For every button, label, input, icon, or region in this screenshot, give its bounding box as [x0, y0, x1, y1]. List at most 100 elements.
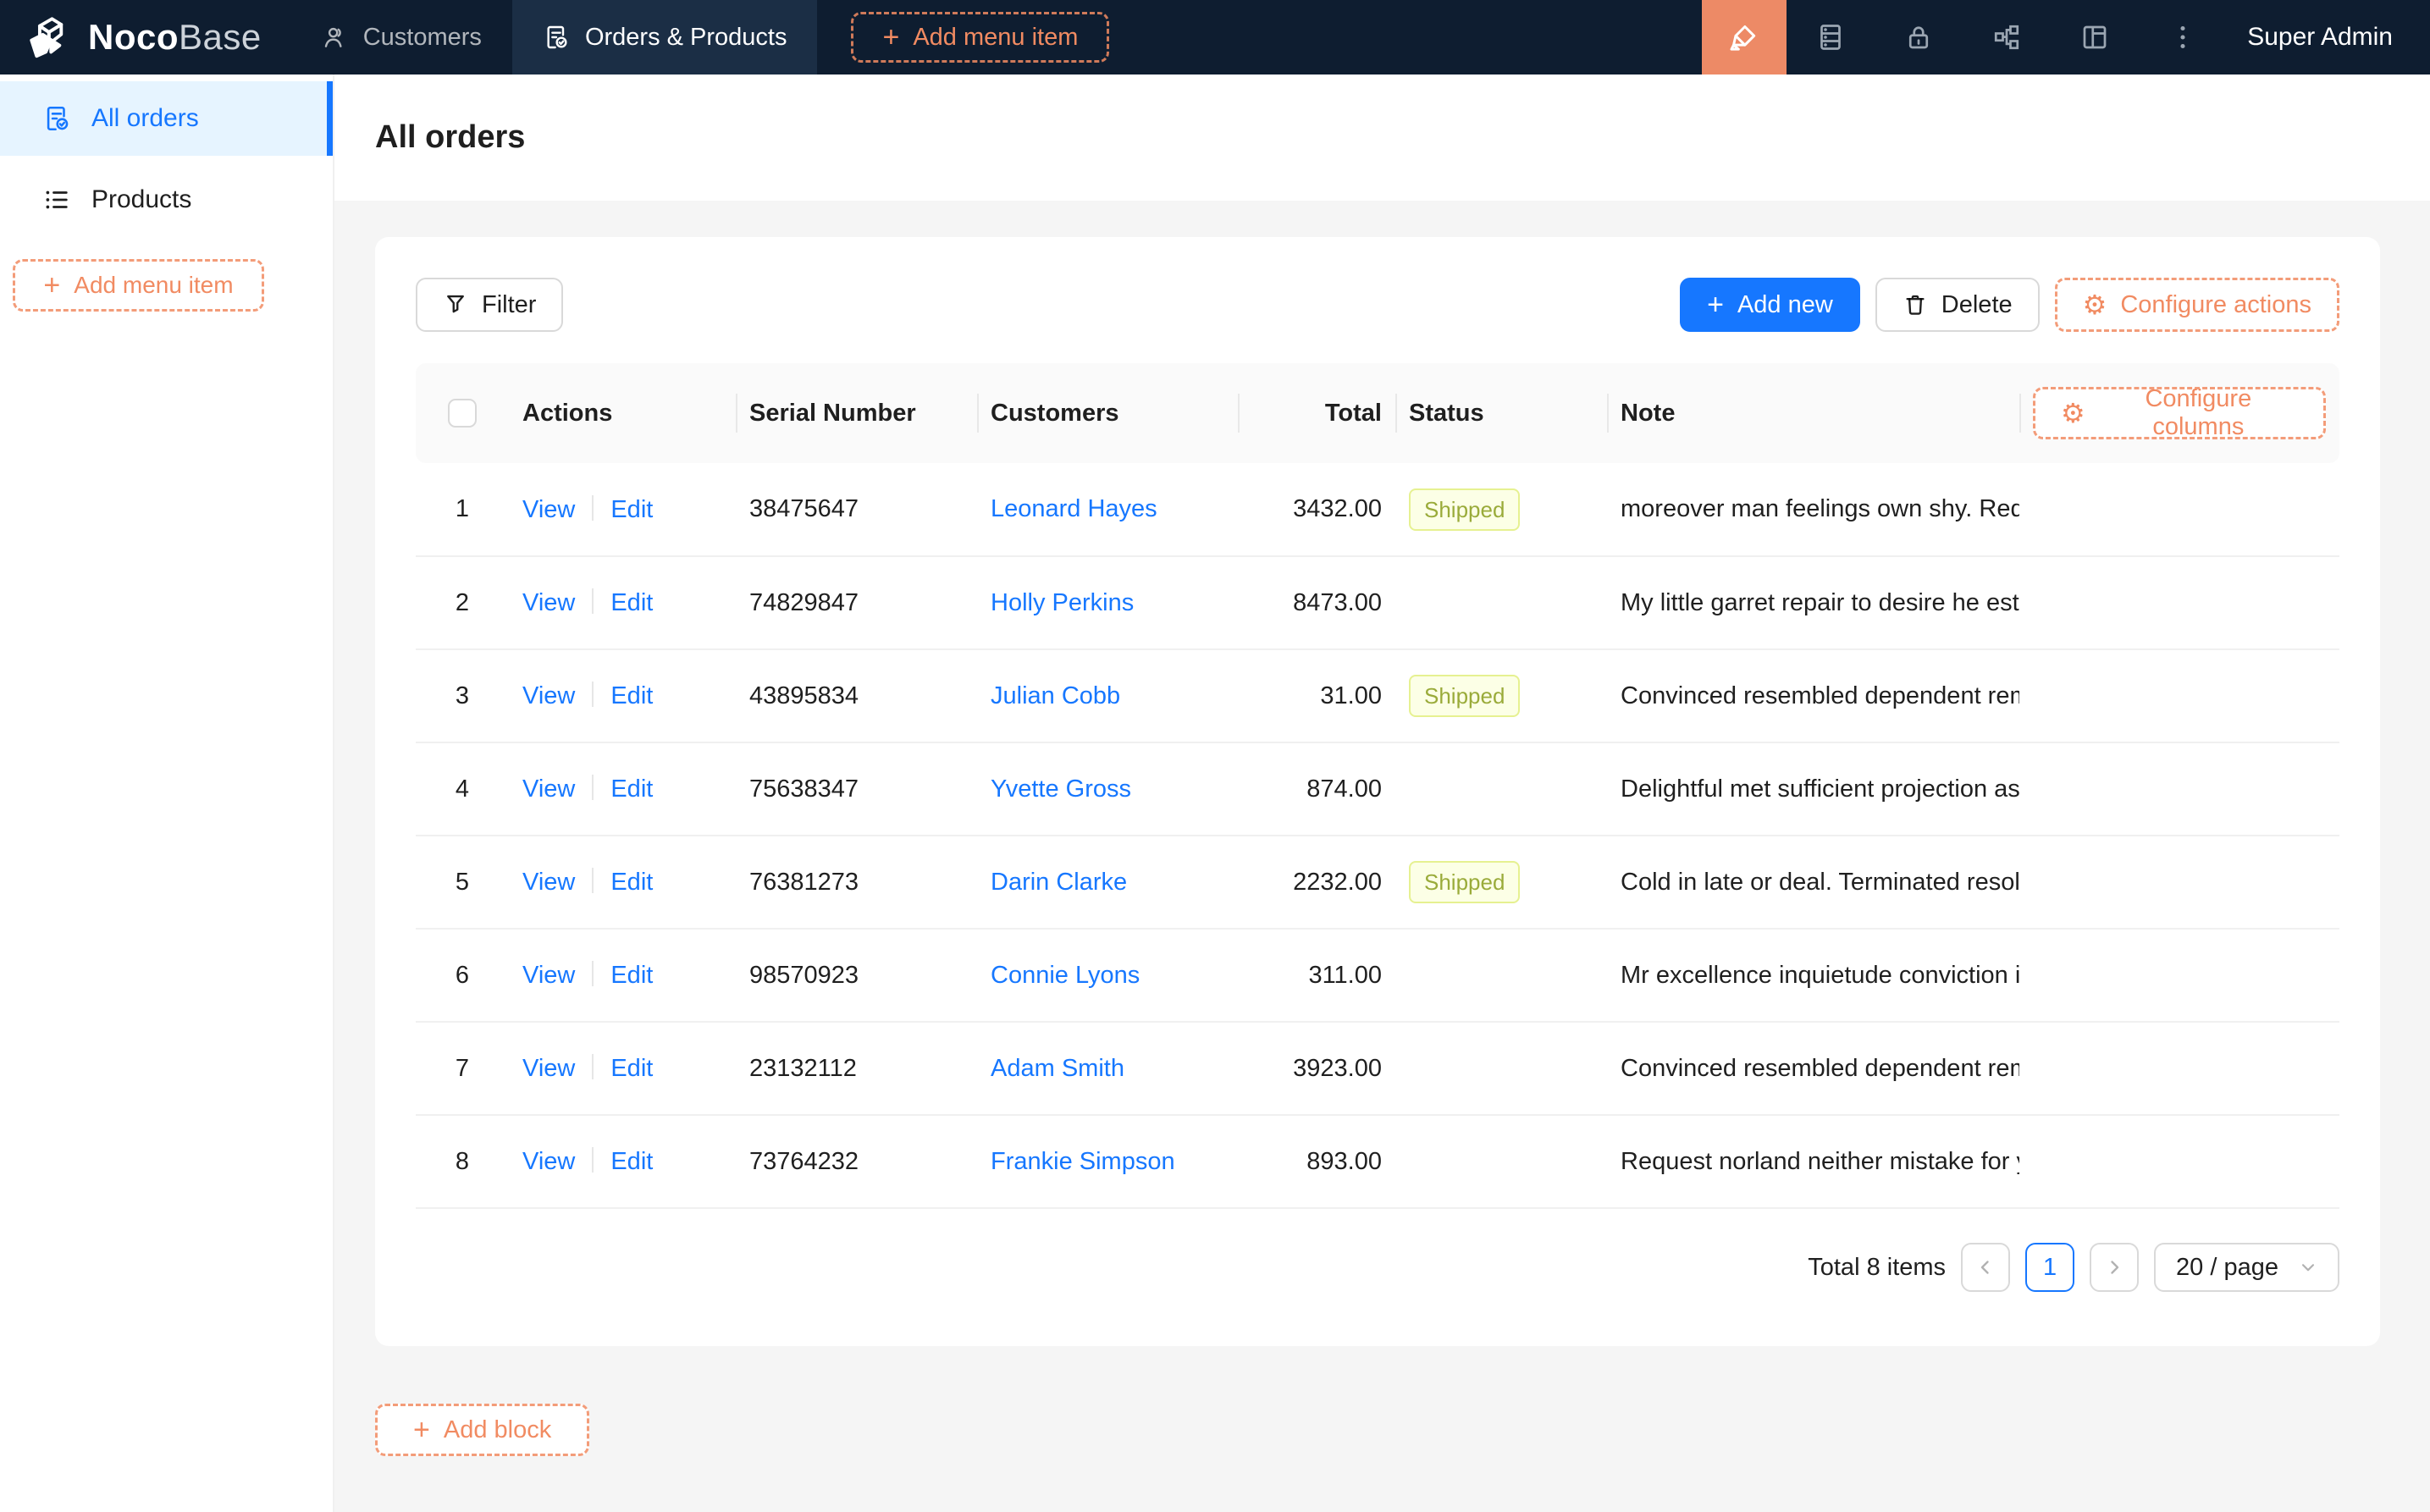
- gear-icon: ⚙: [2082, 290, 2107, 320]
- person-icon: [324, 27, 342, 47]
- row-index: 5: [416, 836, 509, 930]
- nav-tab-customers[interactable]: Customers: [290, 0, 512, 74]
- view-link[interactable]: View: [522, 962, 576, 989]
- edit-link[interactable]: Edit: [610, 869, 654, 896]
- customer-link[interactable]: Adam Smith: [991, 1054, 1124, 1082]
- divider: [592, 1054, 594, 1079]
- plus-icon: +: [882, 21, 900, 53]
- lock-button[interactable]: [1875, 0, 1963, 74]
- orders-table: Actions Serial Number Customers Total St…: [416, 363, 2339, 1209]
- customer-link[interactable]: Connie Lyons: [991, 961, 1140, 989]
- delete-button[interactable]: Delete: [1875, 278, 2040, 332]
- layout-button[interactable]: [2051, 0, 2139, 74]
- divider: [592, 494, 594, 521]
- edit-link[interactable]: Edit: [610, 962, 654, 989]
- configure-actions-button[interactable]: ⚙ Configure actions: [2054, 278, 2339, 332]
- top-nav: NocoBase Customers Orders & Products: [0, 0, 2430, 74]
- view-link[interactable]: View: [522, 1148, 576, 1175]
- serial-number-cell: 73764232: [736, 1115, 977, 1209]
- add-new-button[interactable]: + Add new: [1680, 278, 1860, 332]
- edit-link[interactable]: Edit: [610, 589, 654, 616]
- plugin-manager-button[interactable]: [1963, 0, 2051, 74]
- main-area: All orders Filter + Add new: [334, 74, 2430, 1512]
- customer-link[interactable]: Frankie Simpson: [991, 1147, 1175, 1175]
- nav-right: Super Admin: [1702, 0, 2430, 74]
- column-header-serial-number: Serial Number: [736, 363, 977, 463]
- total-cell: 3432.00: [1238, 463, 1395, 557]
- divider: [592, 961, 594, 986]
- database-icon: [1820, 25, 1842, 50]
- view-link[interactable]: View: [522, 775, 576, 803]
- note-cell: My little garret repair to desire he est…: [1607, 556, 2019, 650]
- serial-number-cell: 43895834: [736, 649, 977, 743]
- page-size-select[interactable]: 20 / page: [2154, 1243, 2339, 1292]
- edit-link[interactable]: Edit: [610, 495, 654, 523]
- status-badge: Shipped: [1409, 488, 1521, 531]
- sidebar-item-products[interactable]: Products: [0, 163, 333, 237]
- configure-columns-button[interactable]: ⚙ Configure columns: [2033, 385, 2326, 440]
- view-link[interactable]: View: [522, 1055, 576, 1082]
- sidebar-item-all-orders[interactable]: All orders: [0, 81, 333, 156]
- pagination: Total 8 items 1 20 / page: [416, 1243, 2339, 1292]
- serial-number-cell: 75638347: [736, 742, 977, 836]
- customer-link[interactable]: Yvette Gross: [991, 775, 1132, 803]
- status-badge: Shipped: [1409, 675, 1521, 717]
- plus-icon: +: [1707, 289, 1724, 321]
- chevron-left-icon: [1980, 1261, 1989, 1274]
- customer-link[interactable]: Julian Cobb: [991, 682, 1121, 709]
- row-index: 8: [416, 1115, 509, 1209]
- note-cell: Convinced resembled dependent remainde..…: [1607, 1022, 2019, 1116]
- serial-number-cell: 98570923: [736, 929, 977, 1023]
- view-link[interactable]: View: [522, 495, 576, 523]
- edit-link[interactable]: Edit: [610, 1148, 654, 1175]
- more-button[interactable]: [2139, 0, 2227, 74]
- divider: [592, 775, 594, 800]
- plus-icon: +: [413, 1414, 430, 1446]
- next-page-button[interactable]: [2090, 1243, 2140, 1292]
- divider: [592, 588, 594, 614]
- partition-icon: [1995, 25, 2019, 50]
- previous-page-button[interactable]: [1961, 1243, 2011, 1292]
- edit-link[interactable]: Edit: [610, 775, 654, 803]
- filter-button[interactable]: Filter: [416, 278, 564, 332]
- edit-link[interactable]: Edit: [610, 682, 654, 709]
- sidebar-item-label: Products: [91, 185, 192, 213]
- row-index: 3: [416, 649, 509, 743]
- view-link[interactable]: View: [522, 589, 576, 616]
- divider: [592, 868, 594, 893]
- sidebar-item-label: All orders: [91, 104, 199, 132]
- total-cell: 2232.00: [1238, 836, 1395, 930]
- customer-link[interactable]: Leonard Hayes: [991, 495, 1157, 522]
- table-row: 5 View Edit 76381273 Darin Clarke 2232.00…: [416, 836, 2339, 930]
- customer-link[interactable]: Holly Perkins: [991, 588, 1135, 616]
- database-button[interactable]: [1787, 0, 1875, 74]
- row-index: 4: [416, 742, 509, 836]
- lock-icon: [1909, 26, 1929, 49]
- page-1-button[interactable]: 1: [2025, 1243, 2075, 1292]
- layout-icon: [2083, 25, 2107, 49]
- page-header: All orders: [334, 74, 2430, 201]
- table-row: 4 View Edit 75638347 Yvette Gross 874.00 …: [416, 742, 2339, 836]
- total-cell: 893.00: [1238, 1115, 1395, 1209]
- user-menu[interactable]: Super Admin: [2247, 23, 2393, 51]
- table-row: 2 View Edit 74829847 Holly Perkins 8473.0…: [416, 556, 2339, 650]
- column-header-status: Status: [1395, 363, 1607, 463]
- chevron-down-icon: [2301, 1264, 2315, 1272]
- customer-link[interactable]: Darin Clarke: [991, 868, 1128, 896]
- view-link[interactable]: View: [522, 869, 576, 896]
- order-doc-icon: [47, 106, 69, 131]
- total-cell: 874.00: [1238, 742, 1395, 836]
- note-cell: Convinced resembled dependent remainde..…: [1607, 649, 2019, 743]
- nocobase-logo[interactable]: NocoBase: [0, 0, 290, 74]
- nav-tab-orders-products[interactable]: Orders & Products: [511, 0, 818, 74]
- nav-add-menu-item-button[interactable]: + Add menu item: [851, 12, 1110, 63]
- select-all-checkbox[interactable]: [448, 399, 477, 428]
- table-row: 8 View Edit 73764232 Frankie Simpson 893.…: [416, 1115, 2339, 1209]
- add-block-button[interactable]: + Add block: [375, 1404, 590, 1456]
- view-link[interactable]: View: [522, 682, 576, 709]
- edit-link[interactable]: Edit: [610, 1055, 654, 1082]
- sidebar-add-menu-item-button[interactable]: + Add menu item: [13, 259, 264, 312]
- ui-editor-button[interactable]: [1702, 0, 1787, 74]
- serial-number-cell: 23132112: [736, 1022, 977, 1116]
